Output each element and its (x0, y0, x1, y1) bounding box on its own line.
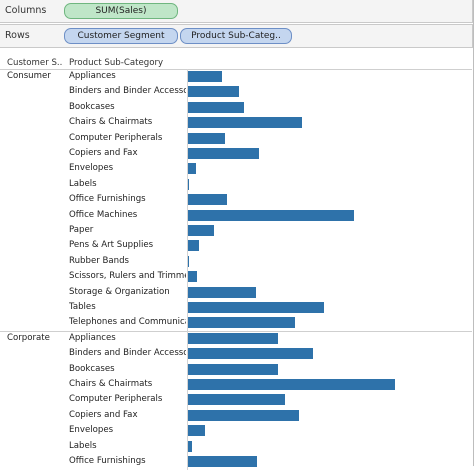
category-label[interactable]: Office Furnishings (69, 194, 146, 204)
category-label[interactable]: Rubber Bands (69, 256, 130, 266)
category-label[interactable]: Pens & Art Supplies (69, 240, 154, 250)
bar[interactable] (188, 102, 244, 113)
category-label[interactable]: Envelopes (69, 163, 114, 173)
bar[interactable] (188, 117, 302, 128)
bar[interactable] (188, 240, 199, 251)
bar[interactable] (188, 456, 257, 467)
category-label[interactable]: Labels (69, 179, 97, 189)
columns-shelf: Columns SUM(Sales) (0, 0, 473, 23)
bar[interactable] (188, 194, 227, 205)
category-label[interactable]: Chairs & Chairmats (69, 379, 153, 389)
category-label[interactable]: Binders and Binder Accesso.. (69, 348, 186, 358)
bar[interactable] (188, 441, 192, 452)
bar[interactable] (188, 179, 189, 190)
columns-shelf-title: Columns (5, 5, 47, 16)
category-label[interactable]: Office Furnishings (69, 456, 146, 466)
bar[interactable] (188, 256, 189, 267)
rows-shelf-title: Rows (5, 30, 30, 41)
bar[interactable] (188, 148, 259, 159)
bar[interactable] (188, 364, 278, 375)
category-label[interactable]: Tables (69, 302, 96, 312)
category-label[interactable]: Chairs & Chairmats (69, 117, 153, 127)
category-label[interactable]: Office Machines (69, 210, 138, 220)
category-label[interactable]: Computer Peripherals (69, 394, 163, 404)
category-label[interactable]: Copiers and Fax (69, 410, 138, 420)
category-label[interactable]: Copiers and Fax (69, 148, 138, 158)
category-label[interactable]: Telephones and Communica.. (69, 317, 186, 327)
segment-divider (0, 331, 472, 332)
category-label[interactable]: Bookcases (69, 364, 115, 374)
segment-label[interactable]: Corporate (7, 333, 50, 343)
bar[interactable] (188, 210, 354, 221)
bar[interactable] (188, 287, 256, 298)
bar[interactable] (188, 71, 222, 82)
bar[interactable] (188, 394, 285, 405)
bar[interactable] (188, 317, 295, 328)
bar[interactable] (188, 348, 313, 359)
table-header: Customer S.. Product Sub-Category (0, 57, 472, 69)
sum-sales-pill[interactable]: SUM(Sales) (64, 3, 178, 19)
bar[interactable] (188, 302, 324, 313)
category-label[interactable]: Envelopes (69, 425, 114, 435)
category-label[interactable]: Binders and Binder Accesso.. (69, 86, 186, 96)
bar[interactable] (188, 86, 239, 97)
bar[interactable] (188, 379, 395, 390)
bar[interactable] (188, 133, 225, 144)
category-label[interactable]: Bookcases (69, 102, 115, 112)
category-label[interactable]: Appliances (69, 333, 116, 343)
subcategory-column-header[interactable]: Product Sub-Category (69, 58, 164, 68)
zero-axis-line (187, 331, 188, 470)
bar[interactable] (188, 333, 278, 344)
bar[interactable] (188, 225, 214, 236)
product-subcategory-pill[interactable]: Product Sub-Categ.. (180, 28, 292, 44)
rows-shelf: Rows Customer Segment Product Sub-Categ.… (0, 24, 473, 48)
bar[interactable] (188, 410, 299, 421)
bar[interactable] (188, 163, 196, 174)
category-label[interactable]: Labels (69, 441, 97, 451)
header-divider (0, 69, 472, 70)
category-label[interactable]: Storage & Organization (69, 287, 170, 297)
bar[interactable] (188, 425, 205, 436)
customer-segment-pill[interactable]: Customer Segment (64, 28, 178, 44)
category-label[interactable]: Paper (69, 225, 94, 235)
segment-label[interactable]: Consumer (7, 71, 51, 81)
category-label[interactable]: Appliances (69, 71, 116, 81)
category-label[interactable]: Computer Peripherals (69, 133, 163, 143)
zero-axis-line (187, 69, 188, 331)
segment-column-header[interactable]: Customer S.. (7, 58, 63, 68)
bar[interactable] (188, 271, 197, 282)
category-label[interactable]: Scissors, Rulers and Trimme.. (69, 271, 186, 281)
